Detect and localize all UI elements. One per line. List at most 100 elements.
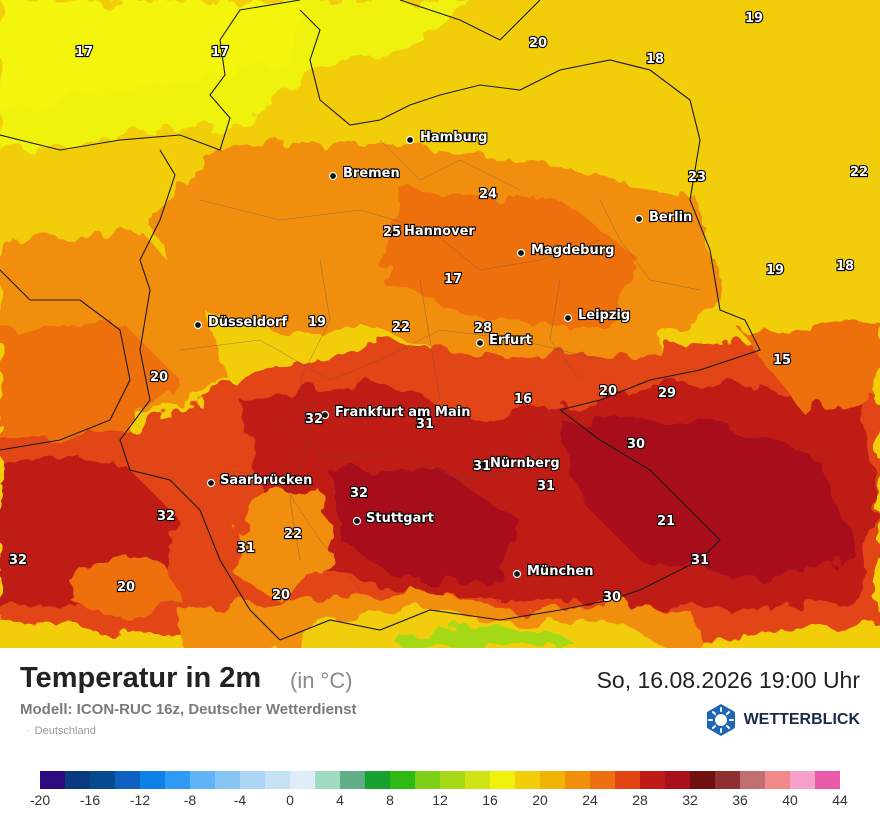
legend-swatch bbox=[440, 771, 465, 789]
city-label-stuttgart: Stuttgart bbox=[366, 511, 434, 526]
city-magdeburg[interactable]: Magdeburg bbox=[516, 242, 616, 259]
city-label-erfurt: Erfurt bbox=[489, 333, 532, 348]
legend-tick-label: 16 bbox=[482, 792, 498, 808]
legend-swatch bbox=[665, 771, 690, 789]
temp-label: 22 bbox=[284, 527, 302, 542]
legend-swatch bbox=[215, 771, 240, 789]
temp-label: 31 bbox=[691, 553, 709, 568]
city-bremen[interactable]: Bremen bbox=[328, 165, 401, 182]
temp-label: 18 bbox=[646, 52, 664, 67]
legend-swatch bbox=[140, 771, 165, 789]
forecast-datetime: So, 16.08.2026 19:00 Uhr bbox=[596, 667, 860, 693]
temp-label: 32 bbox=[305, 412, 323, 427]
legend-swatch bbox=[190, 771, 215, 789]
legend-swatch bbox=[765, 771, 790, 789]
legend-swatch bbox=[115, 771, 140, 789]
legend-tick-label: -12 bbox=[129, 792, 151, 808]
legend-swatch bbox=[715, 771, 740, 789]
temperature-field bbox=[0, 0, 880, 648]
city-berlin[interactable]: Berlin bbox=[634, 209, 693, 226]
city-hamburg[interactable]: Hamburg bbox=[405, 129, 489, 146]
city-leipzig[interactable]: Leipzig bbox=[563, 307, 631, 324]
country-borders bbox=[0, 0, 761, 641]
temp-label: 32 bbox=[9, 553, 27, 568]
bullet-icon: · bbox=[26, 725, 30, 737]
city-label-frankfurt: Frankfurt am Main bbox=[335, 405, 470, 420]
temp-label: 15 bbox=[773, 353, 791, 368]
city-dot bbox=[475, 338, 485, 348]
temp-label: 31 bbox=[473, 459, 491, 474]
city-dot bbox=[634, 214, 644, 224]
legend-tick-label: 12 bbox=[432, 792, 448, 808]
city-duesseldorf[interactable]: Düsseldorf bbox=[193, 314, 289, 331]
brand-logo[interactable]: WETTERBLICK bbox=[704, 703, 860, 737]
city-erfurt[interactable]: Erfurt bbox=[475, 332, 533, 349]
temp-label: 21 bbox=[657, 514, 675, 529]
temp-label: 20 bbox=[529, 36, 547, 51]
temp-label: 17 bbox=[211, 45, 229, 60]
city-dot bbox=[193, 320, 203, 330]
city-label-duesseldorf: Düsseldorf bbox=[208, 315, 287, 330]
city-dot bbox=[320, 410, 330, 420]
legend-tick-label: 0 bbox=[286, 792, 294, 808]
model-info: Modell: ICON-RUC 16z, Deutscher Wetterdi… bbox=[20, 701, 357, 718]
temperature-map[interactable]: Hamburg Bremen Hannover Berlin Magdeburg… bbox=[0, 0, 880, 648]
city-label-muenchen: München bbox=[527, 564, 593, 579]
legend-swatch bbox=[465, 771, 490, 789]
city-label-magdeburg: Magdeburg bbox=[531, 243, 614, 258]
legend-tick-label: -20 bbox=[29, 792, 51, 808]
legend-swatch bbox=[815, 771, 840, 789]
city-label-leipzig: Leipzig bbox=[578, 308, 630, 323]
city-stuttgart[interactable]: Stuttgart bbox=[352, 510, 435, 527]
legend-swatch bbox=[290, 771, 315, 789]
city-muenchen[interactable]: München bbox=[512, 563, 595, 580]
temp-label: 20 bbox=[599, 384, 617, 399]
temp-label: 25 bbox=[383, 225, 401, 240]
temp-label: 32 bbox=[157, 509, 175, 524]
temp-label: 31 bbox=[237, 541, 255, 556]
legend-tick-label: 8 bbox=[386, 792, 394, 808]
temp-label: 28 bbox=[474, 321, 492, 336]
temp-label: 20 bbox=[272, 588, 290, 603]
temp-label: 19 bbox=[308, 315, 326, 330]
legend-swatch bbox=[515, 771, 540, 789]
legend-swatch bbox=[165, 771, 190, 789]
city-label-saarbruecken: Saarbrücken bbox=[220, 473, 312, 488]
temp-label: 23 bbox=[688, 170, 706, 185]
brand-name: WETTERBLICK bbox=[743, 711, 860, 728]
state-borders bbox=[179, 139, 701, 591]
region-label: · Deutschland bbox=[26, 725, 96, 737]
city-dot bbox=[405, 135, 415, 145]
city-frankfurt[interactable]: Frankfurt am Main bbox=[320, 404, 472, 421]
temp-label: 30 bbox=[603, 590, 621, 605]
legend-swatch bbox=[65, 771, 90, 789]
city-saarbruecken[interactable]: Saarbrücken bbox=[206, 472, 313, 489]
legend-tick-label: 20 bbox=[532, 792, 548, 808]
legend-tick-label: -4 bbox=[233, 792, 247, 808]
temp-label: 20 bbox=[150, 370, 168, 385]
legend-tick-label: 28 bbox=[632, 792, 648, 808]
city-hannover[interactable]: Hannover bbox=[392, 223, 476, 240]
legend-swatch bbox=[365, 771, 390, 789]
temp-label: 17 bbox=[444, 272, 462, 287]
temp-label: 19 bbox=[745, 11, 763, 26]
info-panel: Temperatur in 2m (in °C) So, 16.08.2026 … bbox=[0, 648, 880, 830]
temp-label: 19 bbox=[766, 263, 784, 278]
region-name: Deutschland bbox=[34, 725, 96, 737]
city-markers: Hamburg Bremen Hannover Berlin Magdeburg… bbox=[193, 129, 693, 580]
temperature-labels: 17 17 19 20 18 22 24 23 25 17 19 18 28 1… bbox=[8, 10, 869, 606]
temp-label: 31 bbox=[416, 417, 434, 432]
map-canvas: Hamburg Bremen Hannover Berlin Magdeburg… bbox=[0, 0, 880, 648]
temp-label: 22 bbox=[850, 165, 868, 180]
city-dot bbox=[478, 460, 488, 470]
city-label-berlin: Berlin bbox=[649, 210, 692, 225]
city-dot bbox=[328, 171, 338, 181]
city-nuernberg[interactable]: Nürnberg bbox=[478, 455, 561, 472]
legend-tick-label: -8 bbox=[183, 792, 197, 808]
legend-swatch bbox=[90, 771, 115, 789]
city-dot bbox=[516, 248, 526, 258]
temp-label: 22 bbox=[392, 320, 410, 335]
city-label-hannover: Hannover bbox=[404, 224, 475, 239]
city-label-hamburg: Hamburg bbox=[420, 130, 487, 145]
temp-label: 20 bbox=[117, 580, 135, 595]
